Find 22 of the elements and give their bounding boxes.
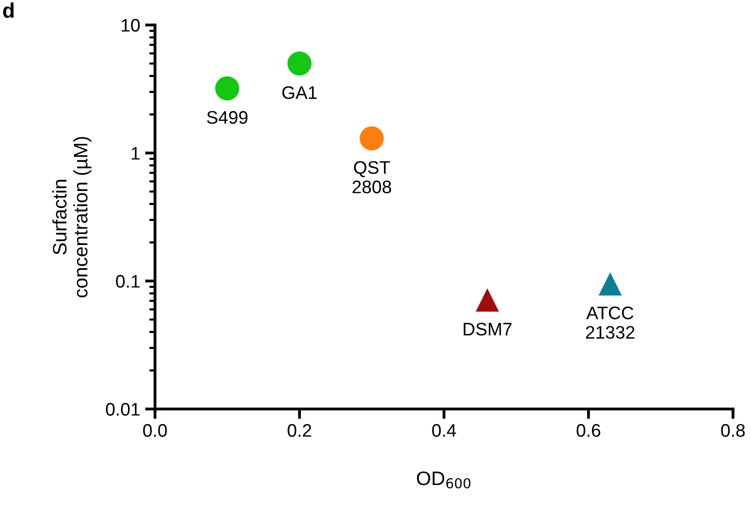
annotation: ATCC 21332 xyxy=(586,306,634,339)
point xyxy=(598,272,622,296)
y-tick-label: 0.01 xyxy=(106,402,140,416)
annotation: GA1 xyxy=(282,86,317,100)
x-tick-label: 0.8 xyxy=(721,424,745,437)
x-tick-label: 0.4 xyxy=(432,424,456,437)
annotation: QST 2808 xyxy=(352,161,392,194)
annotation: DSM7 xyxy=(464,322,512,336)
chart-title: d xyxy=(3,2,14,18)
y-axis-title: Surfactin concentration (µM) xyxy=(52,136,92,298)
x-tick-label: 0.0 xyxy=(143,424,167,437)
x-tick-label: 0.6 xyxy=(576,424,600,437)
y-tick-label: 0.1 xyxy=(116,274,140,288)
y-tick-label: 1 xyxy=(132,147,140,160)
point xyxy=(287,52,312,76)
y-tick-label: 10 xyxy=(122,18,140,32)
annotation: S499 xyxy=(206,111,248,124)
point xyxy=(476,288,499,312)
x-tick-label: 0.2 xyxy=(288,424,312,437)
x-axis-title: OD$_{600}$ xyxy=(416,471,470,488)
point xyxy=(360,126,384,150)
point xyxy=(215,76,240,100)
